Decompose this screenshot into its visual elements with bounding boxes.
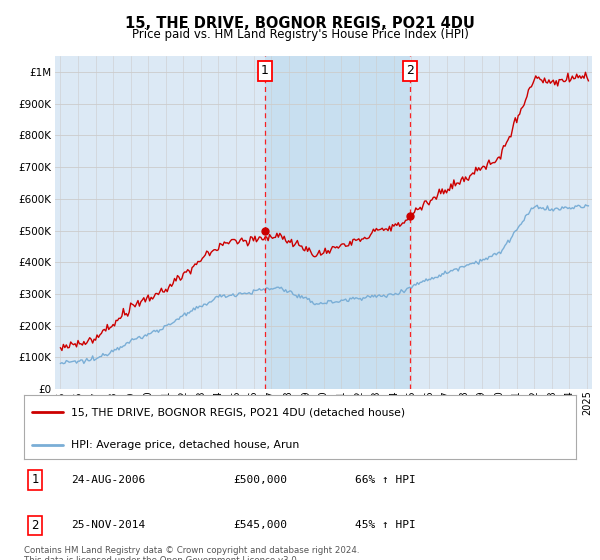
Text: 2: 2 <box>31 519 39 532</box>
Text: 2: 2 <box>406 64 413 77</box>
Text: 24-AUG-2006: 24-AUG-2006 <box>71 475 145 485</box>
Text: 15, THE DRIVE, BOGNOR REGIS, PO21 4DU: 15, THE DRIVE, BOGNOR REGIS, PO21 4DU <box>125 16 475 31</box>
Text: 25-NOV-2014: 25-NOV-2014 <box>71 520 145 530</box>
Text: Price paid vs. HM Land Registry's House Price Index (HPI): Price paid vs. HM Land Registry's House … <box>131 28 469 41</box>
Text: 1: 1 <box>31 473 39 487</box>
Text: 15, THE DRIVE, BOGNOR REGIS, PO21 4DU (detached house): 15, THE DRIVE, BOGNOR REGIS, PO21 4DU (d… <box>71 407 405 417</box>
Text: £545,000: £545,000 <box>234 520 288 530</box>
Text: 45% ↑ HPI: 45% ↑ HPI <box>355 520 416 530</box>
Text: 1: 1 <box>261 64 269 77</box>
Bar <box>265 56 410 389</box>
Text: Contains HM Land Registry data © Crown copyright and database right 2024.
This d: Contains HM Land Registry data © Crown c… <box>24 546 359 560</box>
Text: £500,000: £500,000 <box>234 475 288 485</box>
Text: 66% ↑ HPI: 66% ↑ HPI <box>355 475 416 485</box>
Text: HPI: Average price, detached house, Arun: HPI: Average price, detached house, Arun <box>71 440 299 450</box>
